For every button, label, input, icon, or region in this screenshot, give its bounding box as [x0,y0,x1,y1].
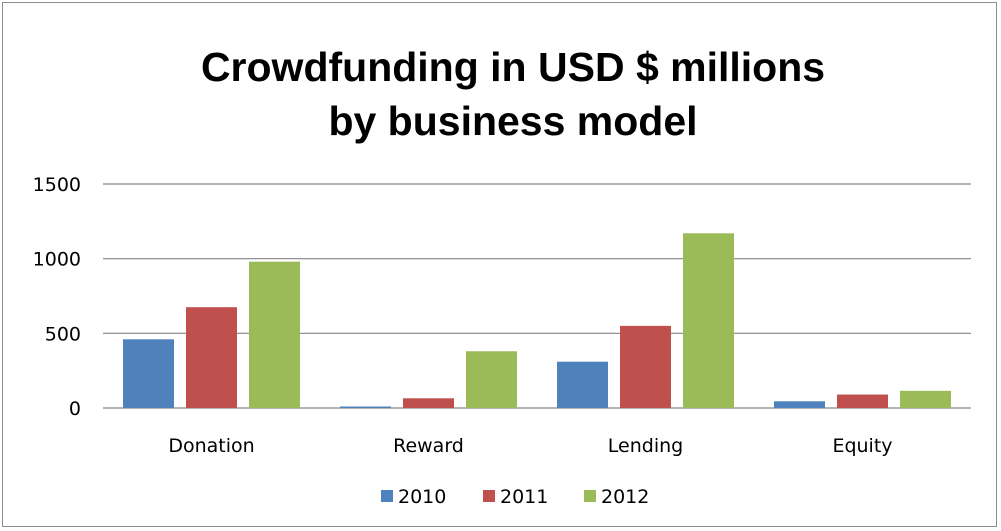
y-tick-label: 500 [45,323,81,345]
bar-equity-2011 [837,394,888,408]
bar-lending-2012 [683,233,734,408]
bar-donation-2012 [249,261,300,408]
chart-title-line-2: by business model [328,98,697,144]
legend-label: 2012 [601,486,649,508]
bars [123,233,951,408]
bar-equity-2012 [900,390,951,408]
legend-label: 2010 [398,486,446,508]
y-tick-label: 0 [69,398,81,420]
x-axis-categories: Donation Reward Lending Equity [168,435,892,457]
y-tick-label: 1500 [33,174,81,196]
bar-reward-2011 [403,398,454,408]
bar-donation-2010 [123,339,174,408]
legend-swatch-2010 [381,490,393,502]
gridlines [103,183,971,409]
y-tick-label: 1000 [33,249,81,271]
legend-swatch-2011 [483,490,495,502]
bar-equity-2010 [774,401,825,408]
bar-lending-2010 [557,361,608,408]
bar-chart: Crowdfunding in USD $ millions by busine… [33,44,971,508]
legend: 2010 2011 2012 [381,486,649,508]
legend-swatch-2012 [584,490,596,502]
legend-label: 2011 [500,486,548,508]
bar-reward-2010 [340,406,391,408]
x-category-label: Equity [832,435,892,457]
x-category-label: Lending [608,435,683,457]
bar-donation-2011 [186,307,237,408]
bar-lending-2011 [620,325,671,408]
bar-reward-2012 [466,351,517,408]
x-category-label: Reward [393,435,464,457]
x-category-label: Donation [168,435,254,457]
y-axis-ticks: 0 500 1000 1500 [33,174,81,420]
chart-title-line-1: Crowdfunding in USD $ millions [201,44,825,90]
